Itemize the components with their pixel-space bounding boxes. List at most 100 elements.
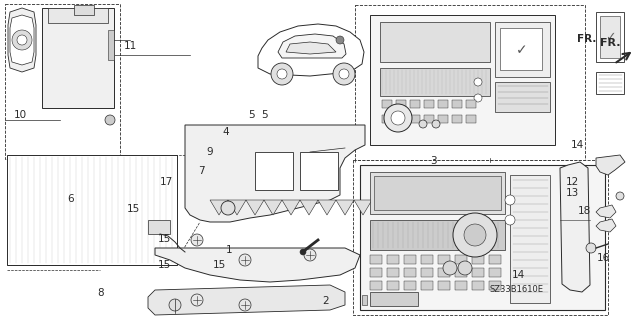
Bar	[380, 68, 490, 96]
Bar	[489, 255, 501, 264]
Text: 14: 14	[512, 270, 525, 280]
Polygon shape	[185, 125, 365, 222]
Bar	[255, 152, 293, 190]
Text: 15: 15	[158, 234, 172, 244]
Bar	[370, 281, 382, 290]
Circle shape	[474, 94, 482, 102]
Circle shape	[432, 120, 440, 128]
Polygon shape	[286, 42, 336, 54]
Bar	[387, 268, 399, 277]
Bar	[370, 220, 505, 250]
Bar	[404, 268, 416, 277]
Circle shape	[419, 120, 427, 128]
Bar	[108, 30, 114, 60]
Polygon shape	[336, 200, 354, 215]
Text: 4: 4	[223, 127, 229, 137]
Bar	[466, 115, 476, 123]
Circle shape	[191, 294, 203, 306]
Polygon shape	[318, 200, 336, 215]
Text: 13: 13	[566, 188, 579, 198]
Polygon shape	[264, 200, 282, 215]
Polygon shape	[155, 248, 360, 282]
Text: 15: 15	[213, 260, 227, 271]
Circle shape	[169, 299, 181, 311]
Circle shape	[336, 36, 344, 44]
Bar	[410, 100, 420, 108]
Text: 17: 17	[159, 177, 173, 187]
Circle shape	[616, 192, 624, 200]
Circle shape	[464, 224, 486, 246]
Bar	[596, 12, 624, 62]
Bar	[421, 281, 433, 290]
Bar	[600, 16, 620, 58]
Circle shape	[474, 78, 482, 86]
Bar	[438, 281, 450, 290]
Text: SZ33B1610E: SZ33B1610E	[490, 286, 544, 294]
Polygon shape	[596, 205, 616, 218]
Bar	[472, 281, 484, 290]
Bar	[455, 281, 467, 290]
Bar	[396, 100, 406, 108]
Bar	[596, 72, 624, 94]
Polygon shape	[354, 200, 372, 215]
Bar	[382, 100, 392, 108]
Circle shape	[333, 63, 355, 85]
Bar	[489, 268, 501, 277]
Circle shape	[17, 35, 27, 45]
Bar	[353, 160, 608, 315]
Text: 5: 5	[248, 110, 255, 120]
Bar	[300, 152, 338, 190]
Bar	[424, 115, 434, 123]
Bar	[421, 255, 433, 264]
Text: 3: 3	[430, 156, 436, 166]
Bar	[382, 115, 392, 123]
Circle shape	[443, 261, 457, 275]
Bar	[7, 155, 177, 265]
Text: $\checkmark$: $\checkmark$	[605, 31, 615, 43]
Bar	[410, 115, 420, 123]
Bar	[500, 28, 542, 70]
Polygon shape	[210, 200, 228, 215]
Text: 11: 11	[124, 41, 137, 51]
Circle shape	[221, 201, 235, 215]
Bar	[148, 220, 170, 234]
Circle shape	[391, 111, 405, 125]
Bar	[74, 5, 94, 15]
Circle shape	[505, 195, 515, 205]
Bar	[438, 255, 450, 264]
Circle shape	[277, 69, 287, 79]
Text: $\checkmark$: $\checkmark$	[515, 42, 527, 56]
Polygon shape	[246, 200, 264, 215]
Bar	[455, 268, 467, 277]
Text: FR.: FR.	[577, 34, 596, 44]
Bar	[404, 281, 416, 290]
Bar	[370, 255, 382, 264]
Text: 15: 15	[127, 204, 140, 214]
Circle shape	[300, 249, 306, 255]
Bar	[495, 82, 550, 112]
Text: 14: 14	[571, 140, 584, 150]
Bar	[387, 255, 399, 264]
Bar	[370, 172, 505, 214]
Bar	[370, 268, 382, 277]
Bar	[438, 268, 450, 277]
Polygon shape	[148, 285, 345, 315]
Circle shape	[271, 63, 293, 85]
Text: 6: 6	[67, 194, 74, 204]
Polygon shape	[8, 8, 36, 72]
Bar	[355, 5, 585, 160]
Bar	[362, 295, 367, 305]
Bar	[489, 281, 501, 290]
Bar	[370, 15, 555, 145]
Polygon shape	[282, 200, 300, 215]
Text: 7: 7	[198, 166, 205, 176]
Circle shape	[384, 104, 412, 132]
Text: 10: 10	[14, 110, 28, 120]
Bar	[452, 100, 462, 108]
Polygon shape	[278, 34, 346, 58]
Polygon shape	[596, 219, 616, 232]
Bar	[466, 100, 476, 108]
Bar	[421, 268, 433, 277]
Bar	[404, 255, 416, 264]
Polygon shape	[596, 155, 625, 175]
